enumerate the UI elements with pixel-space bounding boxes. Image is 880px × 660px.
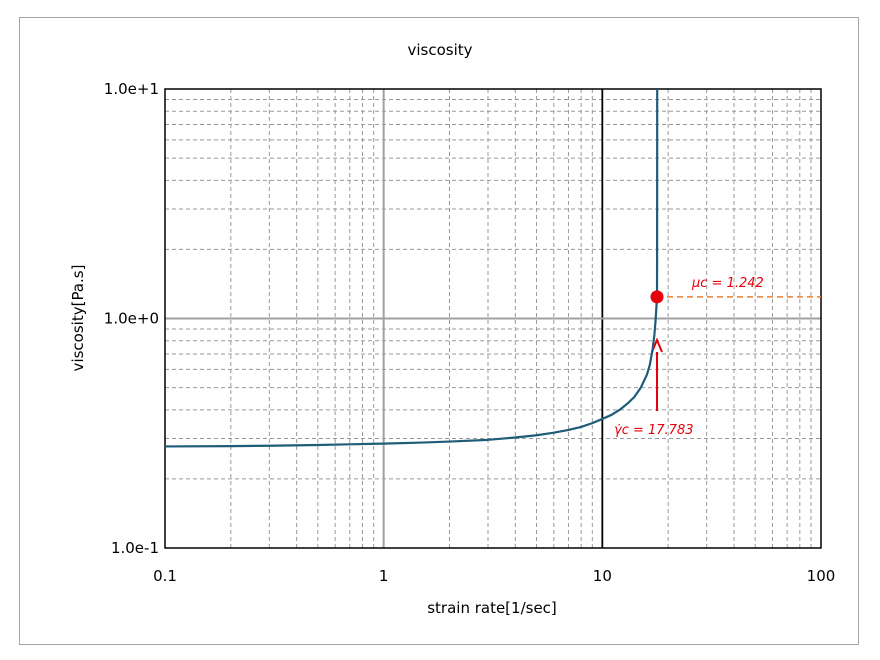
plot-area-border [164, 88, 822, 549]
critical-strain-rate-annotation: γ̇c = 17.783 [614, 423, 694, 438]
major-gridlines [165, 89, 821, 548]
marker-layer [650, 290, 664, 304]
y-axis-label: viscosity[Pa.s] [69, 265, 87, 372]
x-tick-label: 10 [593, 567, 612, 585]
y-tick-label: 1.0e-1 [111, 539, 159, 557]
y-tick-label: 1.0e+0 [104, 310, 159, 328]
chart-frame [19, 17, 859, 645]
x-tick-label: 1 [379, 567, 389, 585]
critical-point-marker [650, 290, 664, 304]
viscosity-curve [164, 88, 659, 448]
chart-title: viscosity [407, 41, 472, 59]
x-axis-label: strain rate[1/sec] [427, 599, 557, 617]
x-tick-label: 100 [807, 567, 836, 585]
x-tick-labels: 0.1 1 10 100 [153, 567, 835, 585]
critical-viscosity-annotation: μc = 1.242 [691, 276, 764, 291]
x-tick-label: 0.1 [153, 567, 177, 585]
minor-gridlines [165, 89, 821, 548]
series-layer [164, 88, 659, 448]
y-tick-labels: 1.0e-1 1.0e+0 1.0e+1 [104, 80, 159, 557]
y-tick-label: 1.0e+1 [104, 80, 159, 98]
